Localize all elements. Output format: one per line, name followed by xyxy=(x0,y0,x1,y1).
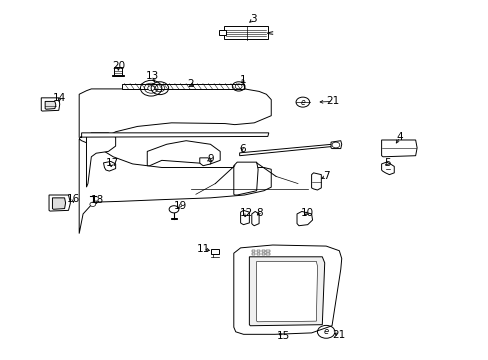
Polygon shape xyxy=(170,217,177,219)
Polygon shape xyxy=(112,75,123,76)
Text: 11: 11 xyxy=(196,244,209,253)
Text: 8: 8 xyxy=(255,208,262,218)
Circle shape xyxy=(147,86,154,91)
Polygon shape xyxy=(261,250,264,252)
Text: 21: 21 xyxy=(325,96,339,107)
Text: 2: 2 xyxy=(187,78,194,89)
Polygon shape xyxy=(251,250,255,252)
Polygon shape xyxy=(266,253,269,255)
Polygon shape xyxy=(266,250,269,252)
Text: 19: 19 xyxy=(173,201,186,211)
Polygon shape xyxy=(224,26,267,39)
Text: e: e xyxy=(323,327,328,336)
Polygon shape xyxy=(45,102,56,109)
Polygon shape xyxy=(219,30,225,35)
Text: 13: 13 xyxy=(145,71,159,81)
Polygon shape xyxy=(49,195,70,211)
Text: 7: 7 xyxy=(322,171,329,181)
Polygon shape xyxy=(330,141,341,149)
Text: 6: 6 xyxy=(238,144,245,154)
Text: 1: 1 xyxy=(240,75,246,85)
Polygon shape xyxy=(251,211,259,226)
Polygon shape xyxy=(200,158,211,166)
Polygon shape xyxy=(233,162,258,195)
Polygon shape xyxy=(41,98,60,111)
Text: 14: 14 xyxy=(53,93,66,103)
Polygon shape xyxy=(79,89,271,152)
Text: 16: 16 xyxy=(66,194,80,203)
Text: 12: 12 xyxy=(240,208,253,218)
Polygon shape xyxy=(251,253,255,255)
Text: 21: 21 xyxy=(332,330,345,341)
Text: e: e xyxy=(300,98,305,107)
Polygon shape xyxy=(103,161,116,171)
Polygon shape xyxy=(52,198,65,209)
Polygon shape xyxy=(256,253,260,255)
Text: 3: 3 xyxy=(249,14,256,24)
Polygon shape xyxy=(86,133,116,187)
Polygon shape xyxy=(233,245,341,334)
Polygon shape xyxy=(311,173,321,190)
Text: 18: 18 xyxy=(91,195,104,204)
Polygon shape xyxy=(256,261,317,322)
Text: 9: 9 xyxy=(207,154,213,164)
Polygon shape xyxy=(114,67,122,76)
Text: 15: 15 xyxy=(276,332,289,342)
Polygon shape xyxy=(249,257,324,326)
Polygon shape xyxy=(381,162,393,175)
Text: 17: 17 xyxy=(105,158,119,168)
Circle shape xyxy=(90,202,96,206)
Text: 4: 4 xyxy=(396,132,403,142)
Polygon shape xyxy=(122,84,244,89)
Polygon shape xyxy=(296,211,312,226)
Polygon shape xyxy=(381,140,416,157)
Polygon shape xyxy=(79,139,271,234)
Polygon shape xyxy=(80,133,268,137)
Polygon shape xyxy=(261,253,264,255)
Text: 5: 5 xyxy=(384,158,390,168)
Text: 10: 10 xyxy=(301,208,314,218)
Polygon shape xyxy=(147,141,220,166)
Text: 20: 20 xyxy=(112,61,125,71)
Polygon shape xyxy=(239,144,332,156)
Polygon shape xyxy=(211,249,219,254)
Polygon shape xyxy=(256,250,260,252)
Polygon shape xyxy=(240,210,249,225)
